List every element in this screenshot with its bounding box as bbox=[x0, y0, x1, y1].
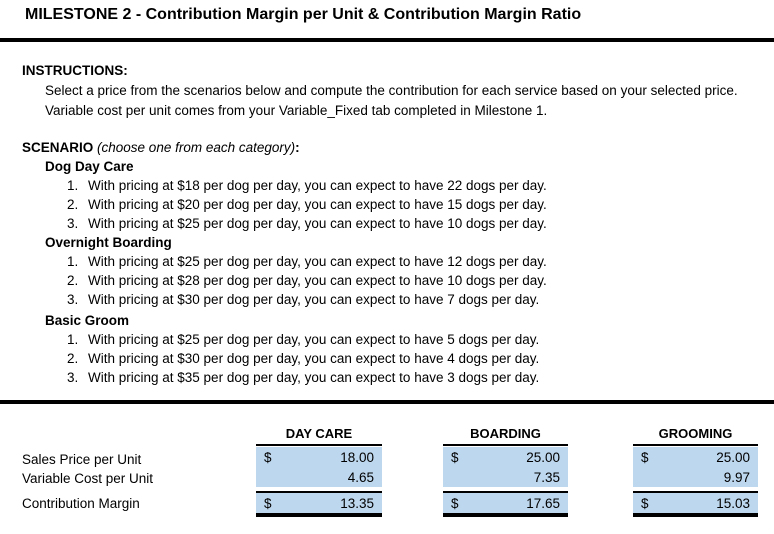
item-number: 3. bbox=[67, 292, 79, 307]
input-cell-block-grooming: $ 25.00 9.97 bbox=[633, 447, 758, 487]
cell-value: 9.97 bbox=[723, 469, 750, 485]
cell-boarding-sales-price[interactable]: $ 25.00 bbox=[443, 447, 568, 467]
row-label-variable-cost: Variable Cost per Unit bbox=[22, 471, 154, 486]
page-title: MILESTONE 2 - Contribution Margin per Un… bbox=[25, 6, 582, 23]
item-text: With pricing at $28 per dog per day, you… bbox=[88, 273, 547, 288]
cell-boarding-variable-cost[interactable]: 7.35 bbox=[443, 467, 568, 487]
item-text: With pricing at $30 per dog per day, you… bbox=[88, 292, 540, 307]
cell-value: 25.00 bbox=[526, 449, 560, 465]
currency-symbol: $ bbox=[641, 449, 649, 465]
currency-symbol: $ bbox=[264, 495, 272, 511]
cell-value: 25.00 bbox=[716, 449, 750, 465]
item-number: 1. bbox=[67, 254, 79, 269]
cell-value: 17.65 bbox=[526, 495, 560, 511]
column-header-boarding: BOARDING bbox=[443, 426, 568, 446]
scenario-heading-note: (choose one from each category) bbox=[97, 140, 296, 155]
table-divider bbox=[0, 400, 774, 404]
cell-day-care-sales-price[interactable]: $ 18.00 bbox=[256, 447, 382, 467]
scenario-item: 2. With pricing at $20 per dog per day, y… bbox=[67, 197, 547, 213]
item-text: With pricing at $35 per dog per day, you… bbox=[88, 370, 540, 385]
scenario-item: 1. With pricing at $25 per dog per day, y… bbox=[67, 332, 539, 348]
item-number: 2. bbox=[67, 197, 79, 212]
scenario-heading: SCENARIO (choose one from each category)… bbox=[22, 140, 300, 156]
item-text: With pricing at $25 per dog per day, you… bbox=[88, 332, 540, 347]
instruction-line: Variable cost per unit comes from your V… bbox=[45, 103, 548, 118]
column-header-grooming: GROOMING bbox=[633, 426, 758, 446]
scenario-item: 1. With pricing at $18 per dog per day, y… bbox=[67, 178, 547, 194]
cell-day-care-contribution-margin[interactable]: $ 13.35 bbox=[256, 491, 382, 517]
item-number: 3. bbox=[67, 216, 79, 231]
item-number: 1. bbox=[67, 332, 79, 347]
currency-symbol: $ bbox=[641, 495, 649, 511]
cell-day-care-variable-cost[interactable]: 4.65 bbox=[256, 467, 382, 487]
cell-value: 7.35 bbox=[533, 469, 560, 485]
item-number: 3. bbox=[67, 370, 79, 385]
item-text: With pricing at $25 per dog per day, you… bbox=[88, 216, 547, 231]
scenario-item: 3. With pricing at $25 per dog per day, y… bbox=[67, 216, 547, 232]
top-divider bbox=[0, 38, 774, 42]
instructions-heading: INSTRUCTIONS: bbox=[22, 63, 128, 78]
item-text: With pricing at $20 per dog per day, you… bbox=[88, 197, 547, 212]
column-header-day-care: DAY CARE bbox=[256, 426, 382, 446]
cell-grooming-contribution-margin[interactable]: $ 15.03 bbox=[633, 491, 758, 517]
scenario-item: 3. With pricing at $30 per dog per day, y… bbox=[67, 292, 539, 308]
scenario-heading-colon: : bbox=[295, 140, 300, 155]
currency-symbol: $ bbox=[264, 449, 272, 465]
input-cell-block-day-care: $ 18.00 4.65 bbox=[256, 447, 382, 487]
category-name-basic-groom: Basic Groom bbox=[45, 313, 130, 328]
cell-value: 15.03 bbox=[716, 495, 750, 511]
input-cell-block-boarding: $ 25.00 7.35 bbox=[443, 447, 568, 487]
scenario-item: 3. With pricing at $35 per dog per day, y… bbox=[67, 370, 539, 386]
cell-value: 13.35 bbox=[340, 495, 374, 511]
cell-boarding-contribution-margin[interactable]: $ 17.65 bbox=[443, 491, 568, 517]
item-text: With pricing at $18 per dog per day, you… bbox=[88, 178, 547, 193]
item-number: 1. bbox=[67, 178, 79, 193]
scenario-item: 1. With pricing at $25 per dog per day, y… bbox=[67, 254, 547, 270]
category-name-overnight-boarding: Overnight Boarding bbox=[45, 235, 172, 250]
row-label-contribution-margin: Contribution Margin bbox=[22, 496, 140, 511]
cell-grooming-sales-price[interactable]: $ 25.00 bbox=[633, 447, 758, 467]
cell-grooming-variable-cost[interactable]: 9.97 bbox=[633, 467, 758, 487]
row-label-sales-price: Sales Price per Unit bbox=[22, 452, 142, 467]
category-name-dog-day-care: Dog Day Care bbox=[45, 159, 134, 174]
item-number: 2. bbox=[67, 351, 79, 366]
currency-symbol: $ bbox=[451, 449, 459, 465]
scenario-heading-label: SCENARIO bbox=[22, 140, 94, 155]
item-text: With pricing at $25 per dog per day, you… bbox=[88, 254, 547, 269]
scenario-item: 2. With pricing at $28 per dog per day, y… bbox=[67, 273, 547, 289]
cell-value: 18.00 bbox=[340, 449, 374, 465]
item-number: 2. bbox=[67, 273, 79, 288]
cell-value: 4.65 bbox=[347, 469, 374, 485]
instruction-line: Select a price from the scenarios below … bbox=[45, 83, 738, 98]
currency-symbol: $ bbox=[451, 495, 459, 511]
scenario-item: 2. With pricing at $30 per dog per day, y… bbox=[67, 351, 539, 367]
item-text: With pricing at $30 per dog per day, you… bbox=[88, 351, 540, 366]
